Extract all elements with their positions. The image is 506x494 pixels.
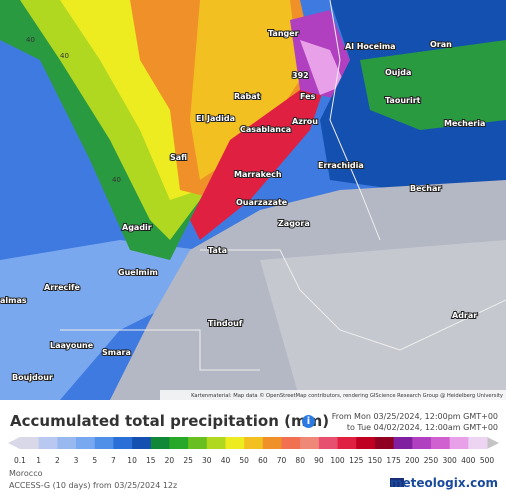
city-label: Taourirt <box>385 96 421 105</box>
scale-label: 40 <box>221 456 231 465</box>
scale-label: 25 <box>183 456 193 465</box>
region: Morocco <box>9 469 43 478</box>
scale-label: 3 <box>74 456 79 465</box>
city-label: Smara <box>102 348 131 357</box>
city-label: Ouarzazate <box>236 198 288 207</box>
scale-cell <box>94 437 114 449</box>
scale-label: 300 <box>442 456 457 465</box>
city-label: Casablanca <box>240 125 291 134</box>
scale-label: 50 <box>239 456 249 465</box>
scale-cell <box>468 437 488 449</box>
scale-label: 200 <box>405 456 420 465</box>
scale-label: 250 <box>424 456 439 465</box>
city-label: Guelmim <box>118 268 158 277</box>
scale-cell <box>430 437 451 449</box>
scale-cell <box>169 437 189 449</box>
scale-label: 2 <box>55 456 60 465</box>
scale-cell <box>337 437 357 449</box>
period: From Mon 03/25/2024, 12:00pm GMT+00 to Tu… <box>332 411 498 433</box>
scale-label: 150 <box>368 456 383 465</box>
scale-label: 15 <box>146 456 156 465</box>
grid-label: 40 <box>112 176 121 184</box>
city-label: Marrakech <box>234 170 282 179</box>
city-label: Oujda <box>385 68 411 77</box>
city-label: El Jadida <box>196 114 235 123</box>
city-label: almas <box>0 296 27 305</box>
logo[interactable]: meteologix.com <box>390 476 498 490</box>
city-label: Arrecife <box>44 283 80 292</box>
scale-cell <box>374 437 395 449</box>
city-label: Agadir <box>122 223 152 232</box>
legend-title: Accumulated total precipitation (mm) <box>10 412 330 430</box>
scale-label: 1 <box>36 456 41 465</box>
scale-label: 5 <box>92 456 97 465</box>
scale-label: 60 <box>258 456 268 465</box>
period-to: to Tue 04/02/2024, 12:00am GMT+00 <box>346 423 498 432</box>
scale-label: 30 <box>202 456 212 465</box>
city-label: Errachidia <box>318 161 364 170</box>
scale-arrow-low <box>8 437 20 449</box>
scale-arrow-high <box>487 437 499 449</box>
scale-cell <box>20 437 40 449</box>
scale-cell <box>38 437 58 449</box>
map: Tanger Al Hoceima Oran Oujda Rabat Fes Taourir… <box>0 0 506 400</box>
scale-cell <box>188 437 208 449</box>
city-label: Tanger <box>268 29 299 38</box>
city-label: Bechar <box>410 184 441 193</box>
scale-cell <box>57 437 77 449</box>
flag-icon <box>390 478 404 487</box>
city-label: Zagora <box>278 219 310 228</box>
info-button[interactable]: i <box>302 415 315 428</box>
city-label: Al Hoceima <box>345 42 396 51</box>
scale-cell <box>356 437 376 449</box>
scale-cell <box>449 437 469 449</box>
attribution-bg <box>160 390 506 400</box>
scale-cell <box>76 437 96 449</box>
scale-cell <box>300 437 320 449</box>
period-from: From Mon 03/25/2024, 12:00pm GMT+00 <box>331 412 498 421</box>
color-scale: 0.1 1 2 3 5 7 10 15 20 25 30 40 50 60 70 80 90 100 125 150 1… <box>8 437 499 465</box>
city-label: Boujdour <box>12 373 53 382</box>
city-label: Safi <box>170 153 187 162</box>
city-label: Fes <box>300 92 316 101</box>
scale-label: 80 <box>295 456 305 465</box>
city-label: Tindouf <box>208 319 243 328</box>
scale-label: 90 <box>314 456 324 465</box>
scale-label: 10 <box>127 456 137 465</box>
city-label: Oran <box>430 40 452 49</box>
scale-label: 0.1 <box>14 456 26 465</box>
scale-cell <box>393 437 413 449</box>
scale-label: 400 <box>461 456 476 465</box>
scale-label: 100 <box>330 456 345 465</box>
max-value-label: 392 <box>292 71 309 80</box>
city-label: Adrar <box>452 311 477 320</box>
city-label: Mecheria <box>444 119 485 128</box>
grid-label: 40 <box>26 36 35 44</box>
scale-cell <box>150 437 170 449</box>
scale-cell <box>281 437 301 449</box>
scale-cell <box>225 437 245 449</box>
attribution: Kartenmaterial: Map data © OpenStreetMap… <box>191 392 503 399</box>
scale-label: 175 <box>386 456 401 465</box>
scale-cell <box>318 437 339 449</box>
grid-label: 40 <box>60 52 69 60</box>
city-label: Laayoune <box>50 341 94 350</box>
scale-label: 125 <box>349 456 364 465</box>
scale-label: 70 <box>277 456 287 465</box>
scale-cell <box>206 437 226 449</box>
scale-cell <box>412 437 432 449</box>
city-label: Tata <box>208 246 227 255</box>
scale-cell <box>113 437 133 449</box>
city-label: Rabat <box>234 92 261 101</box>
scale-cell <box>132 437 152 449</box>
model-run: ACCESS-G (10 days) from 03/25/2024 12z <box>9 481 178 490</box>
scale-cell <box>244 437 264 449</box>
scale-label: 20 <box>165 456 175 465</box>
scale-cell <box>262 437 283 449</box>
scale-label: 500 <box>480 456 495 465</box>
city-label: Azrou <box>292 117 318 126</box>
scale-label: 7 <box>111 456 116 465</box>
